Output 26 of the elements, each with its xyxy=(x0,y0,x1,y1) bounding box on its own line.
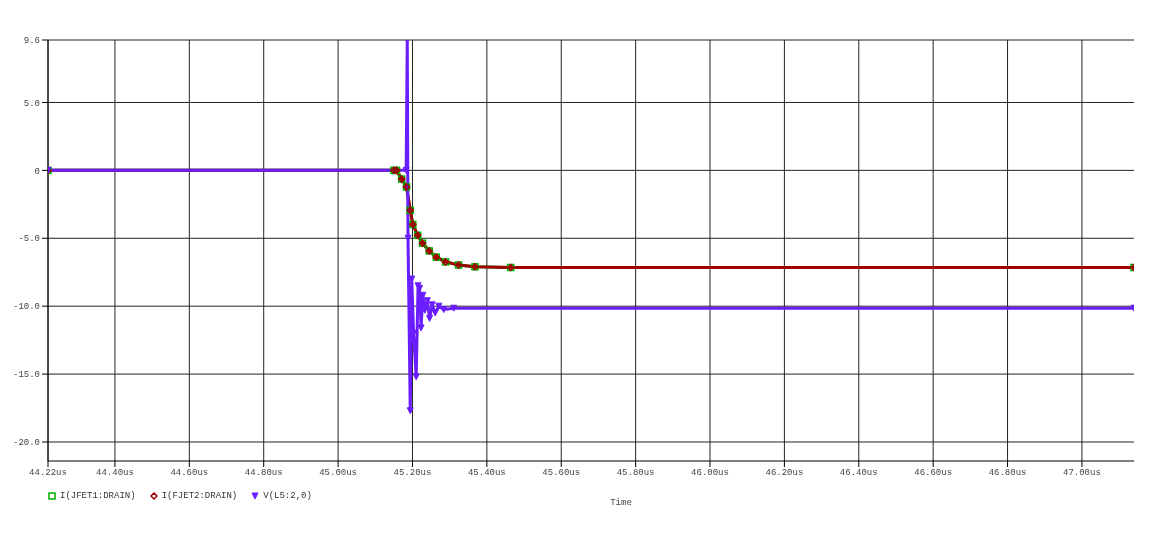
x-axis-title: Time xyxy=(610,498,632,508)
y-tick-label: 0 xyxy=(34,166,40,177)
x-tick-label: 45.00us xyxy=(319,468,357,479)
y-tick-label: -10.0 xyxy=(12,302,40,313)
legend-label: I(JFET1:DRAIN) xyxy=(59,491,136,501)
x-tick-label: 46.60us xyxy=(914,468,953,479)
x-tick-label: 47.00us xyxy=(1063,468,1101,479)
x-tick-label: 45.80us xyxy=(616,468,655,479)
legend-label: I(FJET2:DRAIN) xyxy=(160,491,238,501)
y-tick-label: 5.0 xyxy=(23,98,40,109)
x-tick-label: 44.40us xyxy=(96,468,134,479)
x-tick-label: 45.60us xyxy=(542,468,581,479)
y-tick-label: -20.0 xyxy=(12,438,40,449)
legend-label: V(L5:2,0) xyxy=(262,491,312,501)
x-tick-label: 46.40us xyxy=(839,468,878,479)
x-tick-label: 46.20us xyxy=(765,468,804,479)
x-tick-label: 45.20us xyxy=(393,468,432,479)
x-tick-label: 46.80us xyxy=(988,468,1027,479)
x-tick-label: 46.00us xyxy=(691,468,729,479)
y-tick-label: -15.0 xyxy=(12,370,40,381)
x-tick-label: 44.22us xyxy=(29,468,67,479)
x-tick-label: 45.40us xyxy=(467,468,506,479)
y-tick-label: -5.0 xyxy=(18,234,40,245)
y-tick-label: 9.6 xyxy=(23,36,40,47)
x-tick-label: 44.80us xyxy=(244,468,283,479)
x-tick-label: 44.60us xyxy=(170,468,209,479)
